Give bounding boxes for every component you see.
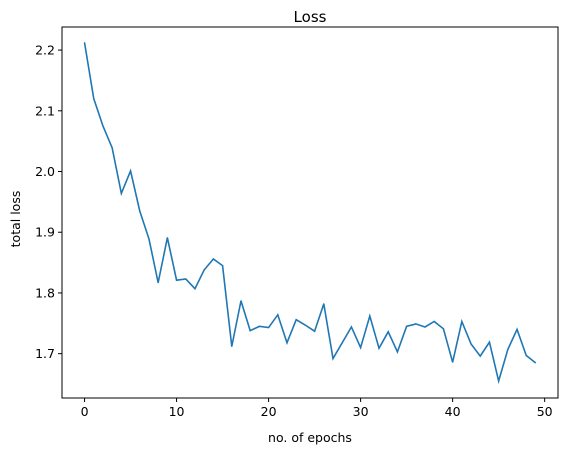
data-point [129, 170, 132, 172]
data-point [442, 328, 445, 330]
data-point [479, 355, 481, 357]
y-ticks: 1.7 1.8 1.9 2.0 2.1 2.2 [35, 43, 62, 361]
data-point [378, 347, 380, 349]
data-point [102, 125, 104, 127]
data-point [249, 330, 251, 332]
data-point [360, 347, 362, 349]
chart-title: Loss [294, 8, 327, 26]
data-point [461, 320, 463, 323]
data-point [258, 325, 260, 327]
data-point [332, 357, 334, 360]
data-point [139, 210, 141, 212]
data-point [341, 342, 343, 344]
data-point [369, 315, 371, 317]
data-point [498, 380, 500, 382]
data-point [93, 98, 95, 100]
data-point [295, 319, 297, 321]
x-tick-label: 10 [169, 404, 185, 419]
y-tick-label: 2.2 [35, 43, 55, 58]
data-point [415, 323, 417, 325]
data-point [277, 314, 279, 316]
y-axis-label: total loss [8, 191, 23, 248]
data-point [488, 341, 491, 343]
data-point [111, 147, 113, 149]
data-point [470, 343, 472, 345]
data-point [175, 279, 178, 281]
y-tick-label: 1.7 [35, 346, 55, 361]
y-tick-label: 2.0 [35, 164, 55, 179]
x-tick-label: 40 [445, 404, 461, 419]
data-point [406, 325, 408, 327]
data-point [185, 278, 187, 280]
data-point [221, 265, 224, 267]
data-point [525, 354, 527, 357]
plot-area [61, 26, 559, 399]
data-point [387, 331, 389, 333]
data-point [433, 320, 435, 323]
data-points [83, 42, 537, 382]
data-point [314, 330, 316, 332]
data-point [507, 348, 509, 351]
data-point [166, 237, 168, 239]
data-point [452, 361, 454, 363]
data-point [534, 362, 537, 364]
data-point [240, 300, 242, 302]
data-point [120, 192, 122, 194]
data-point [323, 303, 325, 305]
data-point [424, 326, 426, 328]
data-point [231, 345, 233, 347]
x-tick-label: 30 [353, 404, 369, 419]
y-tick-label: 2.1 [35, 103, 55, 118]
x-tick-label: 50 [537, 404, 553, 419]
x-ticks: 0 10 20 30 40 50 [81, 398, 553, 419]
x-tick-label: 20 [261, 404, 277, 419]
y-tick-label: 1.9 [35, 225, 55, 240]
data-point [83, 42, 86, 44]
data-point [157, 282, 159, 284]
data-point [396, 351, 399, 353]
data-point [304, 324, 306, 326]
data-point [350, 326, 353, 328]
data-point [148, 238, 150, 240]
data-point [516, 328, 518, 330]
data-point [286, 342, 288, 344]
data-point [194, 288, 196, 290]
data-point [212, 258, 214, 260]
x-tick-label: 0 [81, 404, 89, 419]
x-axis-label: no. of epochs [268, 430, 352, 445]
loss-series-line [83, 42, 536, 385]
data-point [267, 326, 270, 329]
y-tick-label: 1.8 [35, 285, 55, 300]
data-point [203, 269, 205, 271]
